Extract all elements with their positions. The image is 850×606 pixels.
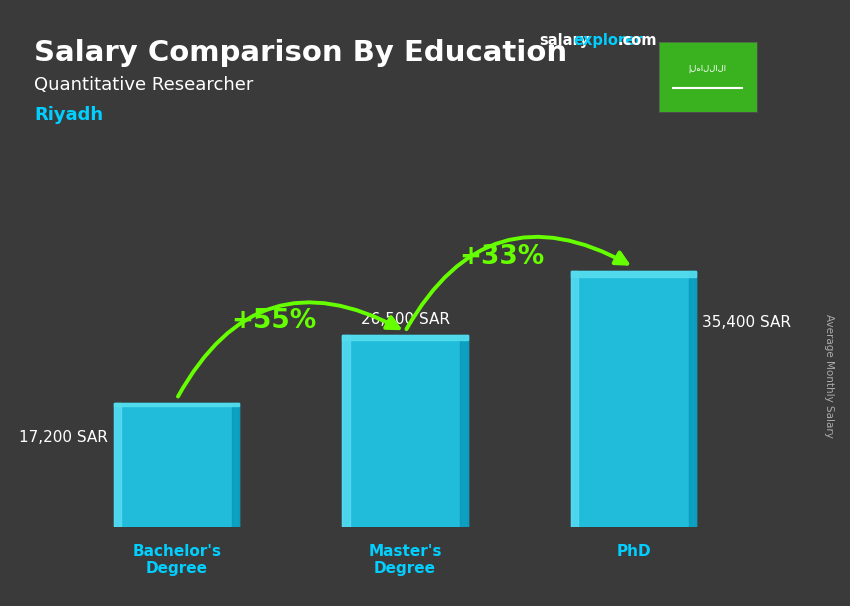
Text: إلهاللالا: إلهاللالا bbox=[688, 64, 727, 73]
Polygon shape bbox=[114, 402, 122, 527]
Text: Salary Comparison By Education: Salary Comparison By Education bbox=[34, 39, 567, 67]
Text: Quantitative Researcher: Quantitative Researcher bbox=[34, 76, 253, 94]
Text: +33%: +33% bbox=[460, 244, 545, 270]
Bar bbox=[570, 271, 696, 527]
Bar bbox=[570, 271, 696, 277]
Polygon shape bbox=[232, 402, 240, 527]
Text: 35,400 SAR: 35,400 SAR bbox=[702, 315, 791, 330]
Text: Riyadh: Riyadh bbox=[34, 106, 103, 124]
Bar bbox=[114, 402, 240, 405]
Bar bbox=[343, 335, 468, 527]
FancyArrowPatch shape bbox=[178, 302, 399, 396]
Text: salary: salary bbox=[540, 33, 590, 48]
FancyArrowPatch shape bbox=[406, 237, 627, 329]
Polygon shape bbox=[570, 271, 578, 527]
Polygon shape bbox=[343, 335, 350, 527]
Text: .com: .com bbox=[618, 33, 657, 48]
Text: Average Monthly Salary: Average Monthly Salary bbox=[824, 314, 834, 438]
Text: explorer: explorer bbox=[574, 33, 643, 48]
Bar bbox=[343, 335, 468, 340]
Text: 17,200 SAR: 17,200 SAR bbox=[20, 430, 108, 445]
Polygon shape bbox=[461, 335, 468, 527]
Text: 26,500 SAR: 26,500 SAR bbox=[360, 311, 450, 327]
Bar bbox=[114, 402, 240, 527]
Polygon shape bbox=[688, 271, 696, 527]
Text: +55%: +55% bbox=[231, 308, 316, 334]
